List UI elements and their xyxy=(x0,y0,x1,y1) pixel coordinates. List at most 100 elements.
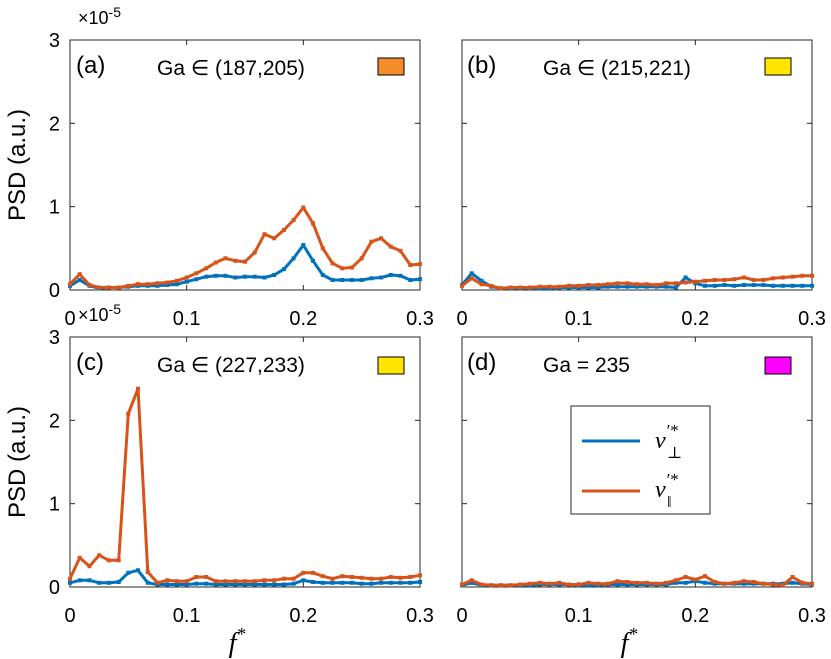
data-point-v_perp xyxy=(742,283,746,287)
data-point-v_par xyxy=(77,272,82,277)
x-tick-label: 0 xyxy=(64,308,75,330)
x-tick-label: 0 xyxy=(456,308,467,330)
y-tick-label: 2 xyxy=(49,113,60,135)
data-point-v_par xyxy=(243,579,247,584)
data-point-v_perp xyxy=(615,284,620,289)
data-point-v_perp xyxy=(223,582,228,587)
data-point-v_par xyxy=(625,281,630,286)
data-point-v_perp xyxy=(311,258,315,263)
data-point-v_perp xyxy=(369,276,374,281)
data-point-v_par xyxy=(537,284,542,289)
data-point-v_par xyxy=(703,574,707,579)
data-point-v_par xyxy=(106,285,111,290)
data-point-v_par xyxy=(790,575,795,579)
data-point-v_perp xyxy=(359,581,364,586)
data-point-v_perp xyxy=(301,243,306,247)
panel-title: Ga = 235 xyxy=(543,354,630,377)
data-point-v_par xyxy=(330,576,335,581)
x-tick-label: 0 xyxy=(456,605,467,627)
panel-title: Ga ∈ (215,221) xyxy=(543,57,691,80)
data-point-v_par xyxy=(518,285,523,290)
data-point-v_perp xyxy=(790,283,795,288)
data-point-v_par xyxy=(175,278,179,283)
data-point-v_par xyxy=(644,282,649,287)
color-swatch xyxy=(377,356,405,375)
panel-label: (b) xyxy=(467,52,496,79)
data-point-v_perp xyxy=(204,274,209,279)
data-point-v_par xyxy=(369,239,374,244)
data-point-v_par xyxy=(635,580,639,585)
axis-ticks: 0 0.1 0.2 0.3 xyxy=(456,39,826,330)
axis-ticks: 0 0.1 0.2 0.3 0 1 2 3 xyxy=(49,30,434,330)
data-point-v_perp xyxy=(388,273,393,277)
data-point-v_par xyxy=(567,582,571,587)
data-point-v_par xyxy=(77,555,82,560)
data-point-v_par xyxy=(165,280,170,285)
x-axis-label: f* xyxy=(229,624,246,659)
data-point-v_par xyxy=(479,282,484,287)
data-point-v_perp xyxy=(388,580,393,585)
data-point-v_par xyxy=(311,570,315,575)
data-point-v_par xyxy=(126,283,131,288)
data-point-v_par xyxy=(204,266,209,271)
data-point-v_par xyxy=(683,280,688,285)
data-point-v_par xyxy=(87,283,92,287)
data-point-v_par xyxy=(508,285,513,290)
legend-label-perp: v′* ⊥ xyxy=(655,421,682,462)
data-point-v_perp xyxy=(586,285,591,290)
x-tick-label: 0 xyxy=(64,605,75,627)
data-point-v_par xyxy=(145,282,150,287)
data-point-v_par xyxy=(460,582,464,587)
x-tick-label: 0.1 xyxy=(173,308,201,330)
data-point-v_par xyxy=(596,581,601,586)
data-point-v_par xyxy=(369,576,374,581)
data-point-v_perp xyxy=(359,278,364,282)
data-point-v_par xyxy=(712,580,717,584)
data-point-v_par xyxy=(223,256,228,261)
axis-ticks: 0 0.1 0.2 0.3 0 1 2 3 xyxy=(49,327,434,627)
data-point-v_par xyxy=(469,276,474,281)
data-point-v_par xyxy=(489,583,494,588)
data-point-v_perp xyxy=(703,283,707,288)
data-point-v_perp xyxy=(175,582,179,587)
data-point-v_par xyxy=(398,248,403,253)
data-point-v_perp xyxy=(223,273,228,278)
data-point-v_par xyxy=(223,579,228,584)
panel-a: ×10-5 (a) Ga ∈ (187,205) PSD (a.u.) 0 0.1… xyxy=(4,4,434,330)
data-point-v_par xyxy=(596,283,601,287)
data-point-v_perp xyxy=(213,273,218,278)
x-tick-label: 0.1 xyxy=(565,605,593,627)
x-tick-label: 0.2 xyxy=(681,308,709,330)
data-point-v_par xyxy=(469,578,474,583)
data-point-v_perp xyxy=(469,580,474,585)
x-tick-label: 0.3 xyxy=(798,605,826,627)
exponent-label: ×10-5 xyxy=(78,301,121,325)
data-point-v_par xyxy=(557,580,562,585)
data-point-v_perp xyxy=(106,580,111,585)
axis-ticks: 0 0.1 0.2 0.3 xyxy=(456,336,826,627)
data-point-v_perp xyxy=(418,580,422,584)
data-point-v_par xyxy=(576,283,581,288)
data-point-v_perp xyxy=(398,580,403,585)
data-point-v_perp xyxy=(800,283,805,288)
data-point-v_par xyxy=(320,246,325,251)
data-point-v_par xyxy=(615,281,620,286)
data-point-v_perp xyxy=(615,582,620,587)
color-swatch xyxy=(377,57,405,76)
data-point-v_par xyxy=(126,411,131,416)
data-point-v_perp xyxy=(165,283,170,287)
data-point-v_perp xyxy=(625,582,630,587)
series-group xyxy=(68,386,422,587)
data-point-v_perp xyxy=(252,582,257,587)
data-point-v_par xyxy=(761,278,766,282)
color-swatch xyxy=(764,57,792,76)
legend-item-perp: v′* ⊥ xyxy=(582,421,682,462)
data-point-v_perp xyxy=(635,284,639,289)
data-point-v_par xyxy=(693,577,698,582)
data-point-v_par xyxy=(518,582,523,587)
data-point-v_perp xyxy=(398,273,403,278)
data-point-v_par xyxy=(586,283,591,287)
data-point-v_par xyxy=(281,576,286,581)
data-point-v_par xyxy=(664,281,669,286)
data-point-v_perp xyxy=(761,283,766,287)
